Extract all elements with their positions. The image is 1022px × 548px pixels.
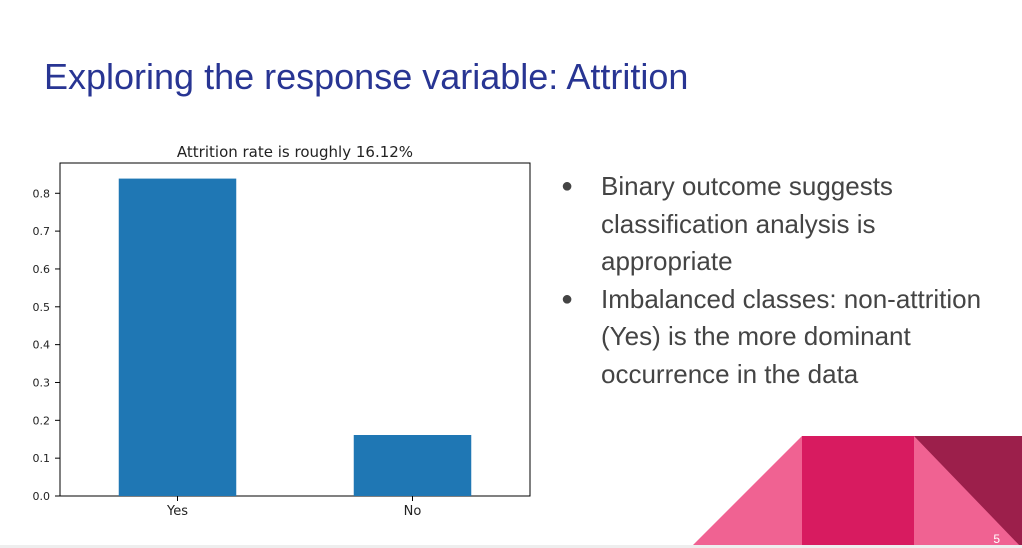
plot-frame xyxy=(59,162,531,497)
bullet-list: ● Binary outcome suggests classification… xyxy=(556,168,996,393)
y-tick-label: 0.1 xyxy=(33,452,51,465)
bullet-text: Binary outcome suggests classification a… xyxy=(601,171,893,276)
y-tick-label: 0.6 xyxy=(33,263,51,276)
bullet-item: ● Binary outcome suggests classification… xyxy=(556,168,996,281)
corner-decoration xyxy=(690,436,1022,548)
x-tick-label: No xyxy=(404,504,422,519)
y-axis: 0.0 0.1 0.2 0.3 0.4 0.5 0.6 0.7 0.8 xyxy=(33,187,60,503)
bottom-divider xyxy=(0,545,1022,548)
bar-no xyxy=(353,435,472,496)
page-number: 5 xyxy=(993,532,1000,546)
y-tick-label: 0.0 xyxy=(33,490,51,503)
deco-square-middle xyxy=(802,436,914,548)
y-tick-label: 0.4 xyxy=(33,339,51,352)
bullet-text: Imbalanced classes: non-attrition (Yes) … xyxy=(601,283,982,389)
bar-yes xyxy=(118,178,237,496)
deco-triangle-right xyxy=(914,436,1022,548)
y-tick-label: 0.2 xyxy=(33,414,51,427)
bullet-dot-icon: ● xyxy=(561,175,574,197)
y-tick-label: 0.3 xyxy=(33,376,51,389)
y-tick-label: 0.7 xyxy=(33,225,51,238)
chart-title: Attrition rate is roughly 16.12% xyxy=(177,143,413,161)
bars xyxy=(118,178,472,496)
y-tick-label: 0.8 xyxy=(33,187,51,200)
x-axis: Yes No xyxy=(166,496,421,519)
bullet-item: ● Imbalanced classes: non-attrition (Yes… xyxy=(556,281,996,394)
x-tick-label: Yes xyxy=(166,504,188,519)
deco-triangle-left xyxy=(690,436,802,548)
y-tick-label: 0.5 xyxy=(33,301,51,314)
bullet-dot-icon: ● xyxy=(561,287,574,310)
bar-chart: Attrition rate is roughly 16.12% 0.00.10… xyxy=(33,143,531,519)
slide-title: Exploring the response variable: Attriti… xyxy=(44,56,689,97)
